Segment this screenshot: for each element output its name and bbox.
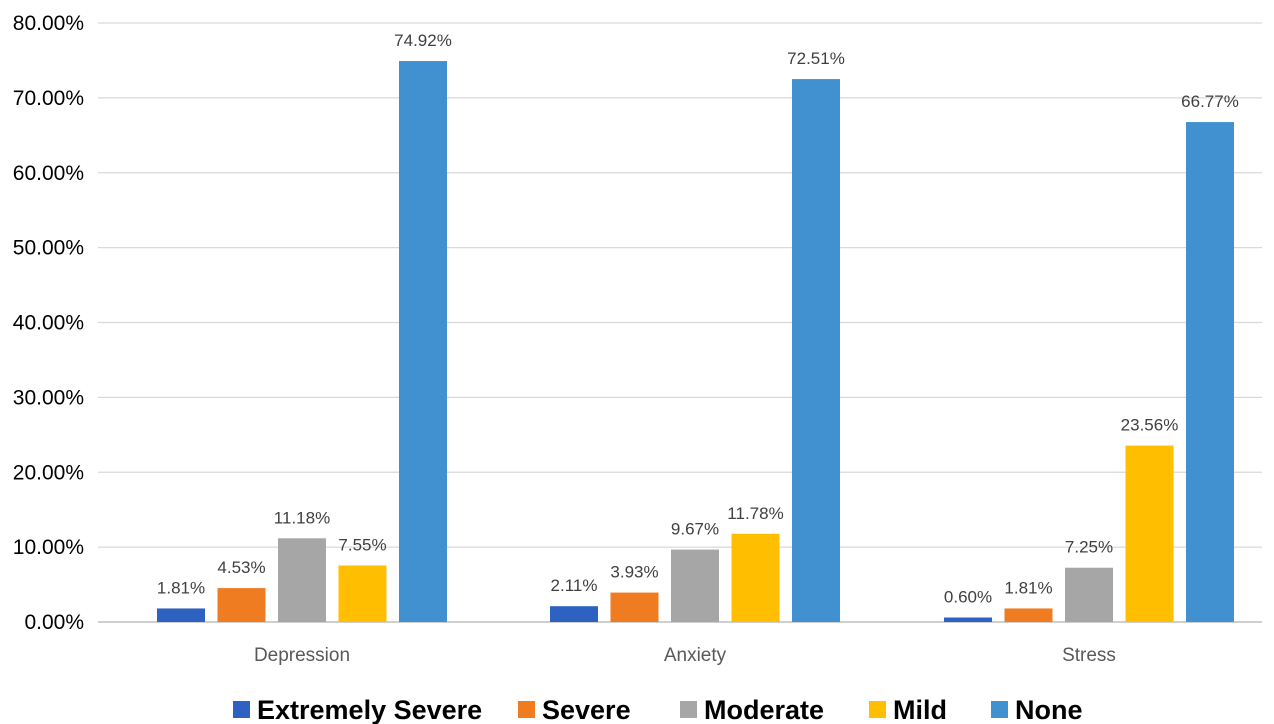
- data-label: 4.53%: [217, 558, 265, 577]
- data-label: 11.18%: [274, 508, 330, 527]
- data-label: 9.67%: [671, 520, 719, 539]
- legend-item: None: [991, 695, 1083, 724]
- data-label: 3.93%: [610, 563, 658, 582]
- data-label: 0.60%: [944, 588, 992, 607]
- bar: [1186, 122, 1234, 622]
- legend-swatch: [233, 701, 250, 718]
- bars: [157, 61, 1234, 623]
- x-category-label: Depression: [254, 645, 350, 666]
- data-labels: 1.81% 2.11% 0.60% 4.53% 3.93% 1.81% 11.18% 9.67…: [157, 31, 1239, 606]
- legend-label: Severe: [542, 695, 631, 724]
- bar: [217, 588, 266, 622]
- bar: [610, 592, 659, 622]
- bar: [1125, 445, 1174, 622]
- data-label: 23.56%: [1121, 416, 1179, 435]
- legend-label: Extremely Severe: [257, 695, 482, 724]
- y-tick-label: 80.00%: [13, 12, 84, 35]
- bar: [278, 538, 326, 622]
- x-category-label: Anxiety: [664, 645, 727, 666]
- legend-label: Moderate: [704, 695, 824, 724]
- data-label: 66.77%: [1181, 92, 1239, 111]
- legend-label: Mild: [893, 695, 947, 724]
- legend-item: Extremely Severe: [233, 695, 482, 724]
- y-tick-label: 50.00%: [13, 237, 84, 260]
- legend-item: Moderate: [680, 695, 824, 724]
- data-label: 1.81%: [157, 578, 205, 597]
- y-tick-label: 40.00%: [13, 312, 84, 335]
- bar: [399, 61, 447, 622]
- data-label: 1.81%: [1004, 578, 1052, 597]
- bar: [944, 617, 992, 622]
- data-label: 72.51%: [787, 49, 845, 68]
- bar: [550, 606, 598, 622]
- data-label: 11.78%: [727, 504, 783, 523]
- data-label: 2.11%: [551, 576, 598, 595]
- y-tick-label: 10.00%: [13, 536, 84, 559]
- bar: [1004, 608, 1053, 622]
- legend-swatch: [518, 701, 535, 718]
- data-label: 7.25%: [1065, 538, 1113, 557]
- bar: [338, 565, 387, 622]
- data-label: 7.55%: [338, 535, 386, 554]
- bar: [731, 533, 780, 622]
- y-tick-label: 20.00%: [13, 461, 84, 484]
- bar: [1065, 567, 1113, 622]
- legend-swatch: [680, 701, 697, 718]
- legend-item: Mild: [869, 695, 947, 724]
- legend-swatch: [991, 701, 1008, 718]
- y-tick-label: 0.00%: [24, 611, 84, 634]
- y-tick-label: 30.00%: [13, 386, 84, 409]
- legend-swatch: [869, 701, 886, 718]
- y-axis-tick-labels: 0.00% 10.00% 20.00% 30.00% 40.00% 50.00% 60.00…: [13, 12, 84, 634]
- legend: Extremely Severe Severe Moderate Mild None: [233, 695, 1083, 724]
- x-axis-category-labels: Depression Anxiety Stress: [254, 645, 1116, 666]
- legend-item: Severe: [518, 695, 631, 724]
- y-tick-label: 60.00%: [13, 162, 84, 185]
- bar: [671, 549, 719, 622]
- data-label: 74.92%: [394, 31, 452, 50]
- legend-label: None: [1015, 695, 1083, 724]
- y-tick-label: 70.00%: [13, 87, 84, 110]
- bar: [157, 608, 205, 622]
- x-category-label: Stress: [1062, 645, 1116, 666]
- bar: [792, 79, 840, 623]
